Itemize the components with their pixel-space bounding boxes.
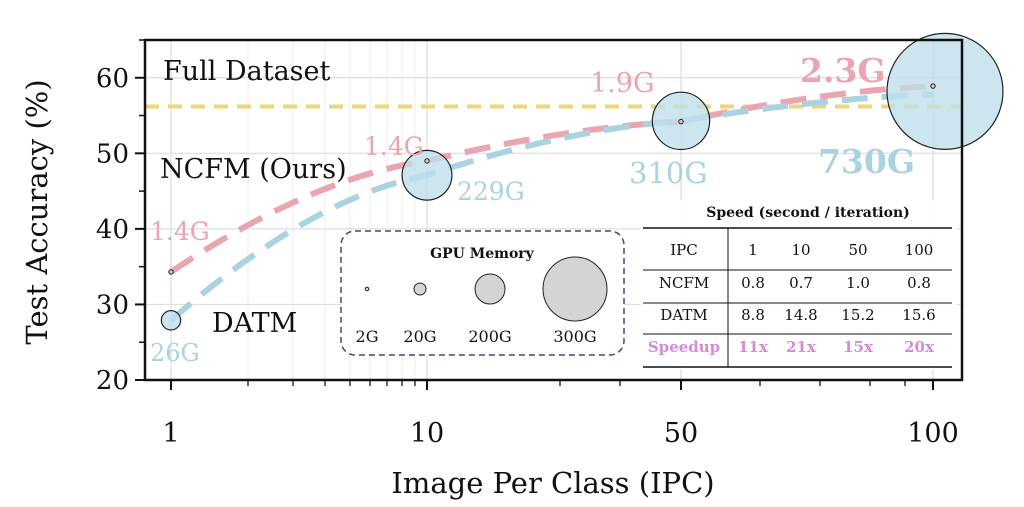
datm-memory-bubble [401,149,453,201]
speed-table-cell: 100 [905,241,934,259]
legend-bubble [413,282,427,296]
speedup-cell: 11x [738,338,769,356]
x-tick-label: 1 [162,418,179,449]
speed-table-cell: 15.2 [841,306,874,324]
legend-bubble [542,256,608,322]
x-tick-label: 50 [664,418,698,449]
speed-table-cell: 10 [791,241,810,259]
full-dataset-line-group: Full Dataset [145,56,962,109]
speed-table-cell: 0.8 [907,274,931,292]
y-tick-label: 20 [96,366,129,396]
ncfm-memory-label: 1.9G [590,68,655,99]
x-tick-label: 100 [907,418,959,449]
ncfm-memory-bubble [424,158,430,164]
y-tick-label: 40 [96,215,129,245]
gpu-memory-legend: GPU Memory 2G 20G 200G 300G [340,230,625,356]
full-dataset-label: Full Dataset [163,56,331,87]
datm-memory-bubble [160,310,182,331]
plot-frame [143,38,964,382]
speed-table-cell: 1.0 [846,274,870,292]
ncfm-memory-bubble [930,83,936,89]
speed-table-cell: 1 [748,241,758,259]
speedup-cell: 20x [904,338,935,356]
memory-bubbles [160,32,1004,331]
series-name-ncfm: NCFM (Ours) [160,154,347,185]
speed-table-cell: DATM [660,306,707,324]
legend-title: GPU Memory [430,246,534,262]
legend-bubble [364,286,370,292]
memory-labels: 1.4G 1.4G 1.9G 2.3G 26G 229G 310G 730G NCFM (Our… [150,51,915,367]
datm-memory-bubble [886,32,1004,151]
speed-table-cell: 8.8 [741,306,765,324]
legend-bubble-label: 2G [356,327,379,346]
series-name-datm: DATM [212,308,297,339]
speed-table-cell: 15.6 [902,306,935,324]
axes: 20 30 40 50 60 1 10 50 100 [96,39,959,449]
x-tick-label: 10 [410,418,444,449]
speed-table-cell: IPC [670,241,698,259]
datm-memory-label: 730G [818,142,915,181]
speed-table-cell: 0.7 [789,274,813,292]
series-line-ncfm [169,83,934,275]
speed-table-cell: 14.8 [784,306,817,324]
y-tick-label: 60 [96,64,129,94]
speed-table-cell: 0.8 [741,274,765,292]
ncfm-memory-label: 1.4G [364,132,424,161]
y-tick-label: 30 [96,290,129,320]
series-line-datm [169,91,934,323]
speed-table-cell: 50 [848,241,867,259]
speedup-cell: Speedup [648,338,720,356]
legend-bubble-label: 200G [468,327,511,346]
speed-table: Speed (second / iteration) IPC 1 10 50 100 NCF… [641,200,957,370]
speed-table-cell: NCFM [659,274,709,292]
ncfm-memory-bubble [678,118,684,125]
ncfm-memory-label: 1.4G [150,217,210,246]
ncfm-memory-bubble [168,269,174,275]
speedup-cell: 15x [843,338,874,356]
ncfm-memory-label: 2.3G [800,51,886,90]
legend-bubble [474,273,506,305]
datm-memory-label: 26G [150,339,200,367]
datm-memory-label: 310G [629,156,708,190]
x-axis-label: Image Per Class (IPC) [391,466,714,500]
speed-table-title: Speed (second / iteration) [706,205,910,221]
y-tick-label: 50 [96,139,129,169]
y-axis-label: Test Accuracy (%) [20,79,54,344]
series-lines [169,83,934,323]
legend-bubble-label: 300G [553,327,596,346]
datm-memory-label: 229G [457,177,525,206]
legend-bubble-label: 20G [403,327,436,346]
speedup-cell: 21x [786,338,817,356]
